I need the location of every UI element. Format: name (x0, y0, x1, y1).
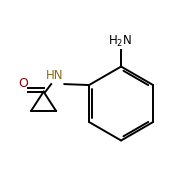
Text: O: O (19, 77, 28, 90)
Text: H$_2$N: H$_2$N (108, 34, 132, 49)
Text: HN: HN (46, 69, 64, 82)
